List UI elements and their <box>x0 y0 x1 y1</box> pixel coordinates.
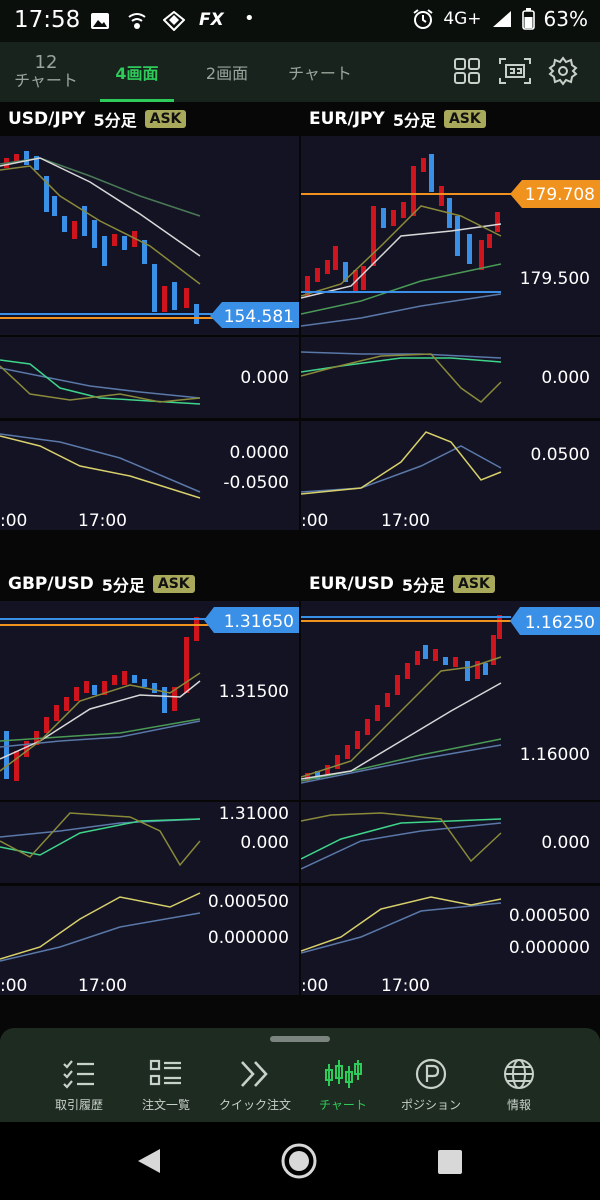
ask-badge[interactable]: ASK <box>144 110 187 128</box>
nav-label: 注文一覧 <box>141 1098 190 1112</box>
time-label-left: :00 <box>0 511 27 530</box>
home-icon[interactable] <box>280 1142 318 1180</box>
candlesticks <box>305 615 502 781</box>
current-price-label: 1.31650 <box>224 612 294 632</box>
nav-trade-history[interactable]: 取引履歴 <box>34 1058 124 1113</box>
chart-panel-eurusd[interactable]: EUR/USD 5分足 ASK 1.16250 1.16000 <box>301 567 600 995</box>
time-label-left: :00 <box>301 976 328 995</box>
currency-pair: GBP/USD <box>8 574 94 594</box>
status-dot: • <box>244 8 255 29</box>
globe-icon <box>504 1059 534 1089</box>
time-label-1700: 17:00 <box>381 976 430 995</box>
candlestick-icon <box>325 1060 362 1088</box>
timeframe[interactable]: 5分足 <box>392 111 436 130</box>
status-bar: 17:58 FX • 4G+ 63% <box>0 0 600 42</box>
ask-badge[interactable]: ASK <box>443 110 486 128</box>
status-time: 17:58 <box>14 7 81 33</box>
indicator1-value: 0.000 <box>240 368 289 388</box>
indicator2-value-bottom: -0.0500 <box>223 473 289 493</box>
tab-12-number: 12 <box>34 52 58 73</box>
nav-position[interactable]: ポジション <box>386 1058 476 1113</box>
chart-panel-eurjpy[interactable]: EUR/JPY 5分足 ASK 179.708 179.500 <box>301 102 600 530</box>
top-tab-bar: 12 チャート 4画面 2画面 チャート <box>0 42 600 102</box>
time-label-1700: 17:00 <box>381 511 430 530</box>
price-axis-label-2: 1.31000 <box>219 804 289 824</box>
current-price-label: 179.708 <box>525 185 595 205</box>
price-axis-label: 1.16000 <box>520 745 590 765</box>
price-axis-label: 179.500 <box>520 269 590 289</box>
nav-quick-order[interactable]: クイック注文 <box>210 1058 300 1113</box>
time-label-1700: 17:00 <box>78 976 127 995</box>
panel-header: USD/JPY 5分足 ASK <box>0 102 299 136</box>
price-axis-label-1: 1.31500 <box>219 682 289 702</box>
alarm-icon <box>413 9 433 29</box>
time-label-left: :00 <box>301 511 328 530</box>
indicator2-value-top: 0.0000 <box>230 443 289 463</box>
app-notification-icon <box>163 11 185 31</box>
screen-split-icon[interactable] <box>498 56 532 86</box>
indicator2-value-bottom: 0.000000 <box>208 928 289 948</box>
fx-indicator: FX <box>199 10 224 30</box>
chart-eurusd[interactable]: 1.16250 1.16000 0.000 0.000500 0.000000 … <box>301 601 600 995</box>
chart-panel-gbpusd[interactable]: GBP/USD 5分足 ASK 1.31650 1.31500 1.31000 <box>0 567 299 995</box>
position-icon <box>415 1058 447 1090</box>
bottom-navigation: 取引履歴 注文一覧 クイック注文 チャート ポジション 情報 <box>0 1028 600 1122</box>
tab-12-charts[interactable]: 12 チャート <box>0 42 92 102</box>
panel-header: GBP/USD 5分足 ASK <box>0 567 299 601</box>
order-list-icon <box>149 1059 181 1086</box>
wifi-calling-icon <box>128 13 146 29</box>
candlesticks <box>4 617 199 781</box>
indicator2-value-bottom: 0.000000 <box>509 938 590 958</box>
indicator2-value-top: 0.000500 <box>208 892 289 912</box>
timeframe[interactable]: 5分足 <box>93 111 137 130</box>
current-price-label: 154.581 <box>224 307 294 327</box>
chart-gbpusd[interactable]: 1.31650 1.31500 1.31000 0.000 0.000500 0… <box>0 601 299 995</box>
current-price-label: 1.16250 <box>525 613 595 633</box>
system-navigation-bar <box>0 1122 600 1200</box>
nav-label: クイック注文 <box>218 1098 291 1112</box>
currency-pair: USD/JPY <box>8 109 86 129</box>
network-type: 4G+ <box>443 9 482 29</box>
panel-header: EUR/USD 5分足 ASK <box>301 567 600 601</box>
nav-chart[interactable]: チャート <box>298 1058 388 1113</box>
time-label-1700: 17:00 <box>78 511 127 530</box>
settings-gear-icon[interactable] <box>548 56 578 86</box>
grid-layout-icon[interactable] <box>452 56 482 86</box>
indicator1-value: 0.000 <box>541 833 590 853</box>
nav-label: 取引履歴 <box>54 1098 103 1112</box>
chart-usdjpy[interactable]: 154.581 0.000 0.0000 -0.0500 :00 17:00 <box>0 136 299 530</box>
ask-badge[interactable]: ASK <box>152 575 195 593</box>
nav-label: 情報 <box>506 1098 531 1112</box>
battery-icon <box>521 8 535 30</box>
tab-2-screen[interactable]: 2画面 <box>205 64 249 83</box>
back-icon[interactable] <box>134 1146 164 1176</box>
recent-apps-icon[interactable] <box>436 1148 464 1176</box>
nav-info[interactable]: 情報 <box>474 1058 564 1113</box>
tab-4-screen[interactable]: 4画面 <box>92 42 182 102</box>
currency-pair: EUR/JPY <box>309 109 385 129</box>
quick-order-icon <box>241 1061 268 1087</box>
drag-handle[interactable] <box>270 1036 330 1042</box>
time-label-left: :00 <box>0 976 27 995</box>
battery-percent: 63% <box>543 7 588 31</box>
tab-chart[interactable]: チャート <box>288 64 352 83</box>
signal-icon <box>492 11 511 27</box>
indicator1-value: 0.000 <box>240 833 289 853</box>
timeframe[interactable]: 5分足 <box>101 576 145 595</box>
chart-eurjpy[interactable]: 179.708 179.500 0.000 0.0500 :00 17:00 <box>301 136 600 530</box>
currency-pair: EUR/USD <box>309 574 394 594</box>
ask-badge[interactable]: ASK <box>453 575 495 593</box>
chart-panel-usdjpy[interactable]: USD/JPY 5分足 ASK 154.581 0.000 <box>0 102 299 530</box>
indicator1-value: 0.000 <box>541 368 590 388</box>
nav-order-list[interactable]: 注文一覧 <box>121 1058 211 1113</box>
timeframe[interactable]: 5分足 <box>401 576 446 595</box>
image-icon <box>91 13 109 29</box>
nav-label: ポジション <box>400 1098 461 1112</box>
panel-header: EUR/JPY 5分足 ASK <box>301 102 600 136</box>
nav-label: チャート <box>319 1098 367 1112</box>
tab-12-label: チャート <box>14 71 78 90</box>
trade-history-icon <box>63 1060 94 1089</box>
indicator2-value-top: 0.000500 <box>509 906 590 926</box>
indicator2-value: 0.0500 <box>531 445 590 465</box>
